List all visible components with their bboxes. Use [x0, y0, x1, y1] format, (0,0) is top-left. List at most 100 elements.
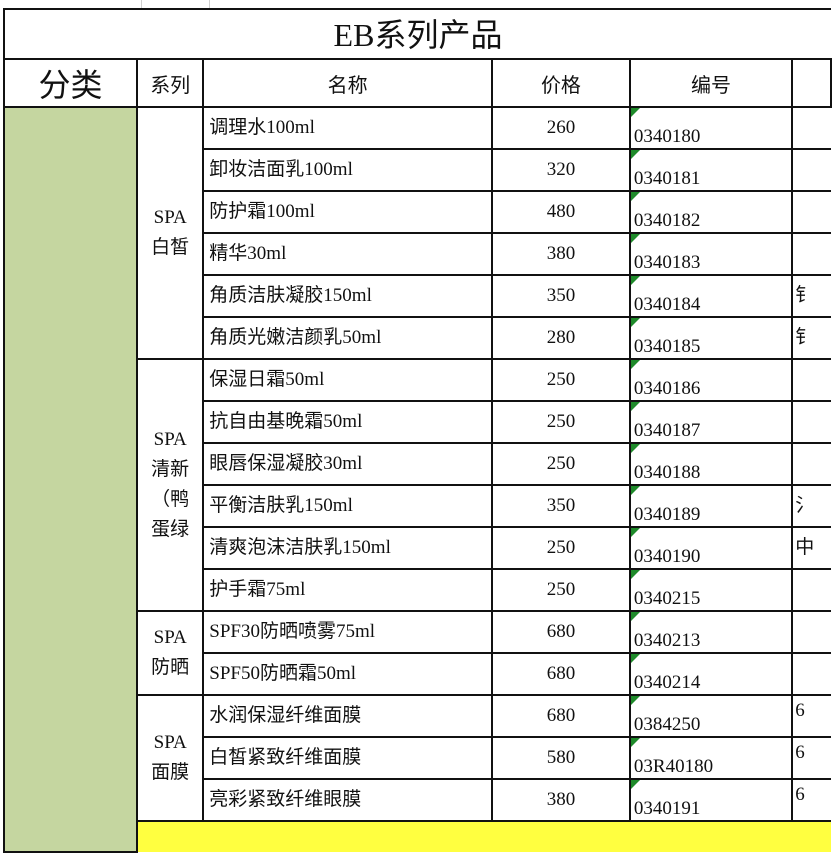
comment-indicator-icon — [631, 571, 640, 579]
code-cell[interactable]: 0340213 — [628, 610, 794, 654]
code-cell[interactable]: 0340183 — [628, 232, 794, 276]
code-cell[interactable]: 0340185 — [628, 316, 794, 360]
price-cell[interactable]: 260 — [490, 106, 631, 150]
price-cell[interactable]: 480 — [490, 190, 631, 234]
price-cell[interactable]: 250 — [490, 358, 631, 402]
product-name-cell[interactable]: 角质光嫩洁颜乳50ml — [202, 316, 493, 360]
code-cell[interactable]: 0340184 — [628, 274, 794, 318]
extra-cell[interactable] — [791, 400, 831, 444]
product-name-cell[interactable]: 卸妆洁面乳100ml — [202, 148, 493, 192]
product-name-cell[interactable]: SPF30防晒喷雾75ml — [202, 610, 493, 654]
product-name-cell[interactable]: 水润保湿纤维面膜 — [202, 694, 493, 738]
product-name-cell-text: 调理水100ml — [209, 117, 315, 138]
extra-cell[interactable] — [791, 232, 831, 276]
product-name-cell[interactable]: 保湿日霜50ml — [202, 358, 493, 402]
extra-cell[interactable] — [791, 148, 831, 192]
code-cell[interactable]: 0340189 — [628, 484, 794, 528]
price-cell[interactable]: 680 — [490, 610, 631, 654]
price-cell[interactable]: 250 — [490, 568, 631, 612]
product-name-cell[interactable]: 角质洁肤凝胶150ml — [202, 274, 493, 318]
table-row: 卸妆洁面乳100ml 320 0340181 — [4, 148, 831, 192]
extra-cell[interactable]: 钅 — [791, 274, 831, 318]
price-cell[interactable]: 280 — [490, 316, 631, 360]
extra-cell[interactable] — [791, 568, 831, 612]
extra-cell[interactable] — [791, 106, 831, 150]
price-cell[interactable]: 680 — [490, 694, 631, 738]
header-series[interactable]: 系列 — [136, 58, 205, 108]
series-cell[interactable]: SPA 防晒 — [136, 610, 205, 696]
comment-indicator-icon — [631, 277, 640, 285]
code-cell[interactable]: 03R40180 — [628, 736, 794, 780]
header-name[interactable]: 名称 — [202, 58, 493, 108]
code-cell[interactable]: 0340181 — [628, 148, 794, 192]
product-name-cell[interactable]: 防护霜100ml — [202, 190, 493, 234]
price-cell[interactable]: 380 — [490, 778, 631, 822]
series-cell[interactable]: SPA 白皙 — [136, 106, 205, 360]
extra-cell[interactable]: 氵 — [791, 484, 831, 528]
product-name-cell[interactable]: 清爽泡沫洁肤乳150ml — [202, 526, 493, 570]
code-cell-text: 0340215 — [633, 588, 701, 609]
extra-cell[interactable]: 6 — [791, 778, 831, 822]
product-name-cell[interactable]: 亮彩紧致纤维眼膜 — [202, 778, 493, 822]
code-cell[interactable]: 0340187 — [628, 400, 794, 444]
header-price[interactable]: 价格 — [490, 58, 631, 108]
product-name-cell[interactable]: 调理水100ml — [202, 106, 493, 150]
extra-cell[interactable]: 6 — [791, 736, 831, 780]
product-name-cell[interactable]: 平衡洁肤乳150ml — [202, 484, 493, 528]
product-name-cell[interactable]: 精华30ml — [202, 232, 493, 276]
price-cell[interactable]: 250 — [490, 442, 631, 486]
series-line: 白皙 — [151, 237, 190, 258]
header-extra[interactable] — [791, 58, 832, 108]
code-cell[interactable]: 0384250 — [628, 694, 794, 738]
extra-cell-text: 钅 — [795, 285, 815, 306]
price-cell[interactable]: 380 — [490, 232, 631, 276]
price-cell[interactable]: 680 — [490, 652, 631, 696]
price-cell-text: 250 — [546, 369, 576, 390]
price-cell[interactable]: 350 — [490, 484, 631, 528]
extra-cell[interactable] — [791, 358, 831, 402]
header-category[interactable]: 分类 — [2, 58, 139, 108]
sheet-title[interactable]: EB系列产品 — [3, 8, 831, 60]
product-name-cell[interactable]: 抗自由基晚霜50ml — [202, 400, 493, 444]
code-cell[interactable]: 0340214 — [628, 652, 794, 696]
extra-cell[interactable]: 钅 — [791, 316, 831, 360]
extra-cell-text: 氵 — [795, 495, 815, 516]
code-cell[interactable]: 0340190 — [628, 526, 794, 570]
series-line: 防晒 — [151, 657, 190, 678]
price-cell-text: 260 — [546, 117, 576, 138]
price-cell[interactable]: 350 — [490, 274, 631, 318]
product-name-cell[interactable]: 白皙紧致纤维面膜 — [202, 736, 493, 780]
price-cell[interactable]: 250 — [490, 526, 631, 570]
extra-cell[interactable] — [791, 652, 831, 696]
extra-cell[interactable] — [791, 442, 831, 486]
header-code[interactable]: 编号 — [628, 58, 794, 108]
code-cell-text: 0340213 — [633, 630, 701, 651]
code-cell-text: 0340180 — [633, 126, 701, 147]
product-name-cell-text: SPF30防晒喷雾75ml — [209, 621, 376, 642]
price-cell[interactable]: 250 — [490, 400, 631, 444]
code-cell[interactable]: 0340180 — [628, 106, 794, 150]
code-cell[interactable]: 0340215 — [628, 568, 794, 612]
series-line: SPA — [153, 429, 187, 450]
price-cell[interactable]: 320 — [490, 148, 631, 192]
code-cell[interactable]: 0340191 — [628, 778, 794, 822]
extra-cell[interactable] — [791, 610, 831, 654]
extra-cell[interactable]: 6 — [791, 694, 831, 738]
code-cell[interactable]: 0340188 — [628, 442, 794, 486]
code-cell[interactable]: 0340182 — [628, 190, 794, 234]
price-cell[interactable]: 580 — [490, 736, 631, 780]
product-name-cell[interactable]: SPF50防晒霜50ml — [202, 652, 493, 696]
category-cell[interactable] — [2, 106, 139, 853]
series-cell[interactable]: SPA 清新 （鸭 蛋绿 — [136, 358, 205, 612]
extra-cell[interactable]: 中 — [791, 526, 831, 570]
product-name-cell-text: 水润保湿纤维面膜 — [209, 705, 362, 726]
price-cell-text: 680 — [546, 705, 576, 726]
product-name-cell[interactable]: 护手霜75ml — [202, 568, 493, 612]
code-cell[interactable]: 0340186 — [628, 358, 794, 402]
price-cell-text: 480 — [546, 201, 576, 222]
series-cell[interactable]: SPA 面膜 — [136, 694, 205, 822]
price-cell-text: 350 — [546, 495, 576, 516]
highlighted-row-cell[interactable] — [136, 820, 831, 852]
extra-cell[interactable] — [791, 190, 831, 234]
product-name-cell[interactable]: 眼唇保湿凝胶30ml — [202, 442, 493, 486]
